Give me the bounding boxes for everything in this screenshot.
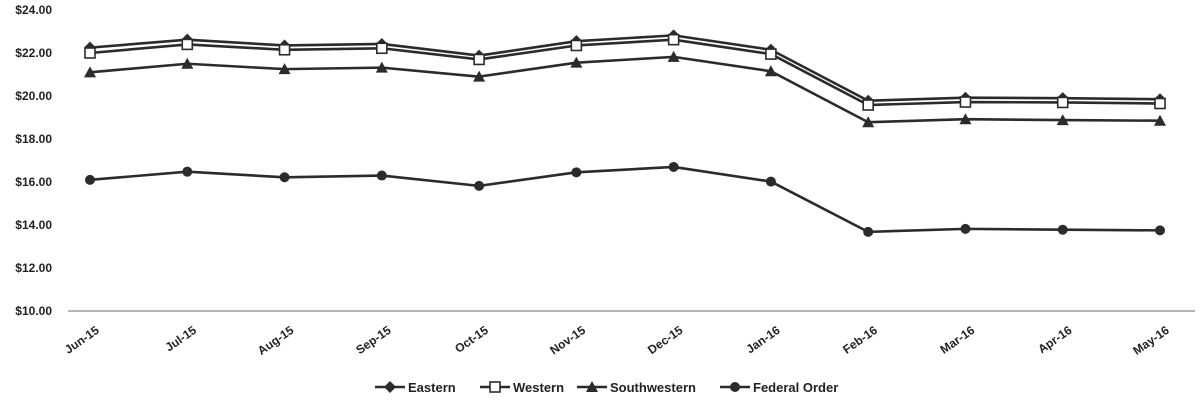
data-point-federal-order xyxy=(376,170,387,181)
data-point-federal-order xyxy=(863,226,874,237)
legend-item-eastern: Eastern xyxy=(375,380,456,395)
x-tick-label: Jun-15 xyxy=(62,323,102,357)
data-point-federal-order xyxy=(279,172,290,183)
series-group xyxy=(84,29,1166,237)
data-point-western xyxy=(1154,97,1166,110)
data-point-southwestern xyxy=(959,113,972,125)
data-point-western xyxy=(84,47,96,59)
y-tick-label: $14.00 xyxy=(15,218,52,232)
data-point-southwestern xyxy=(278,63,291,75)
data-point-southwestern xyxy=(862,116,875,128)
data-point-southwestern xyxy=(1154,114,1166,126)
data-point-western xyxy=(667,33,680,46)
legend-label-eastern: Eastern xyxy=(408,380,456,395)
data-point-southwestern xyxy=(375,61,388,73)
series-line-eastern xyxy=(89,34,1161,103)
data-point-federal-order xyxy=(1155,225,1165,236)
data-point-southwestern xyxy=(181,57,194,69)
y-tick-label: $10.00 xyxy=(15,304,52,318)
data-point-federal-order xyxy=(1057,224,1068,235)
x-tick-label: Oct-15 xyxy=(452,323,491,356)
x-tick-label: Feb-16 xyxy=(840,323,880,357)
legend-marker-southwestern xyxy=(586,381,598,392)
x-axis: Jun-15 Jul-15 Aug-15 Sep-15 Oct-15 Nov-15 Dec-… xyxy=(62,310,1195,358)
y-tick-label: $22.00 xyxy=(15,46,52,60)
y-tick-label: $18.00 xyxy=(15,132,52,146)
data-point-western xyxy=(1056,96,1069,109)
data-point-southwestern xyxy=(473,70,486,82)
y-tick-label: $20.00 xyxy=(15,89,52,103)
series-western xyxy=(84,33,1166,111)
legend-marker-eastern xyxy=(384,381,396,393)
x-tick-label: Mar-16 xyxy=(937,323,977,357)
x-tick-label: Dec-15 xyxy=(645,323,686,357)
x-tick-label: Jul-15 xyxy=(163,323,200,355)
x-tick-label: Aug-15 xyxy=(255,323,297,358)
data-point-western xyxy=(959,96,972,108)
x-tick-label: Nov-15 xyxy=(547,323,588,358)
y-tick-label: $24.00 xyxy=(15,3,52,17)
data-point-western xyxy=(473,53,485,66)
legend-label-federal-order: Federal Order xyxy=(753,380,838,395)
legend-label-western: Western xyxy=(513,380,564,395)
data-point-federal-order xyxy=(765,176,776,187)
legend-marker-federal-order xyxy=(730,382,740,392)
data-point-western xyxy=(376,42,388,55)
y-tick-label: $12.00 xyxy=(15,261,52,275)
series-federal-order xyxy=(85,161,1165,237)
x-tick-label: May-16 xyxy=(1130,323,1172,358)
data-point-federal-order xyxy=(474,180,485,191)
series-line-federal-order xyxy=(89,165,1161,234)
y-tick-label: $16.00 xyxy=(15,175,52,189)
data-point-southwestern xyxy=(84,66,96,78)
data-point-southwestern xyxy=(667,50,680,62)
x-tick-label: Sep-15 xyxy=(353,323,394,357)
series-line-southwestern xyxy=(89,55,1161,124)
data-point-western xyxy=(570,39,583,52)
data-point-western xyxy=(862,99,874,111)
data-point-southwestern xyxy=(570,56,583,68)
x-tick-label: Jan-16 xyxy=(743,323,782,356)
series-southwestern xyxy=(84,50,1166,128)
legend-item-federal-order: Federal Order xyxy=(720,380,838,395)
x-tick-label: Apr-16 xyxy=(1035,323,1074,356)
legend-item-western: Western xyxy=(480,380,564,395)
data-point-southwestern xyxy=(1056,114,1069,126)
y-axis: $10.00 $12.00 $14.00 $16.00 $18.00 $20.00 $22.… xyxy=(15,3,52,318)
data-point-western xyxy=(181,38,194,51)
data-point-federal-order xyxy=(668,161,679,172)
legend-item-southwestern: Southwestern xyxy=(577,380,696,395)
data-point-western xyxy=(278,43,291,56)
data-point-federal-order xyxy=(85,174,95,185)
legend: Eastern Western Southwestern Federal Order xyxy=(375,380,838,395)
data-point-southwestern xyxy=(764,65,777,77)
series-line-western xyxy=(89,38,1161,107)
data-point-federal-order xyxy=(960,223,971,234)
legend-marker-western xyxy=(489,381,501,393)
data-point-federal-order xyxy=(182,166,193,177)
legend-label-southwestern: Southwestern xyxy=(610,380,696,395)
data-point-federal-order xyxy=(571,167,582,178)
data-point-western xyxy=(765,48,777,60)
